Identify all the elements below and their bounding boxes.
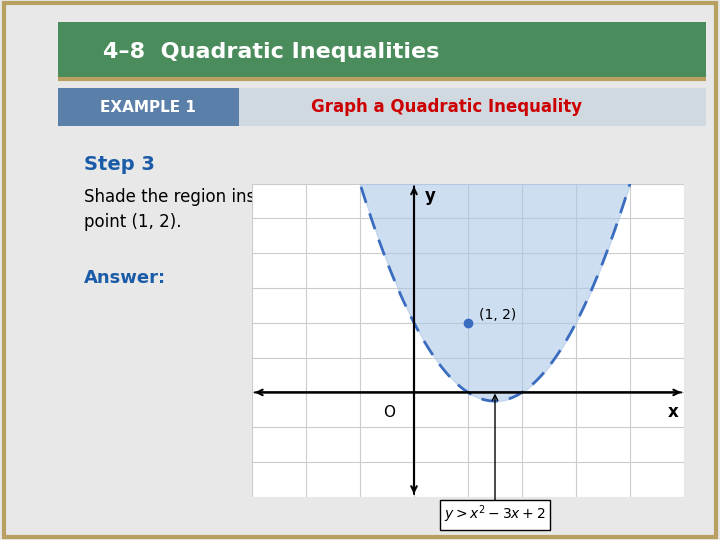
FancyBboxPatch shape [58,88,239,126]
Text: $y > x^2 - 3x + 2$: $y > x^2 - 3x + 2$ [444,504,546,525]
FancyBboxPatch shape [58,22,706,79]
Text: 4–8  Quadratic Inequalities: 4–8 Quadratic Inequalities [103,43,439,63]
Text: EXAMPLE 1: EXAMPLE 1 [100,100,197,114]
Text: Graph a Quadratic Inequality: Graph a Quadratic Inequality [311,98,582,116]
Text: (1, 2): (1, 2) [479,308,516,322]
Text: O: O [383,404,395,420]
Text: Shade the region inside the parabola that contains the
point (1, 2).: Shade the region inside the parabola tha… [84,188,538,231]
Text: Step 3: Step 3 [84,154,154,174]
FancyBboxPatch shape [239,88,706,126]
Text: x: x [668,403,679,421]
Text: Answer:: Answer: [84,269,166,287]
Text: y: y [425,187,436,205]
